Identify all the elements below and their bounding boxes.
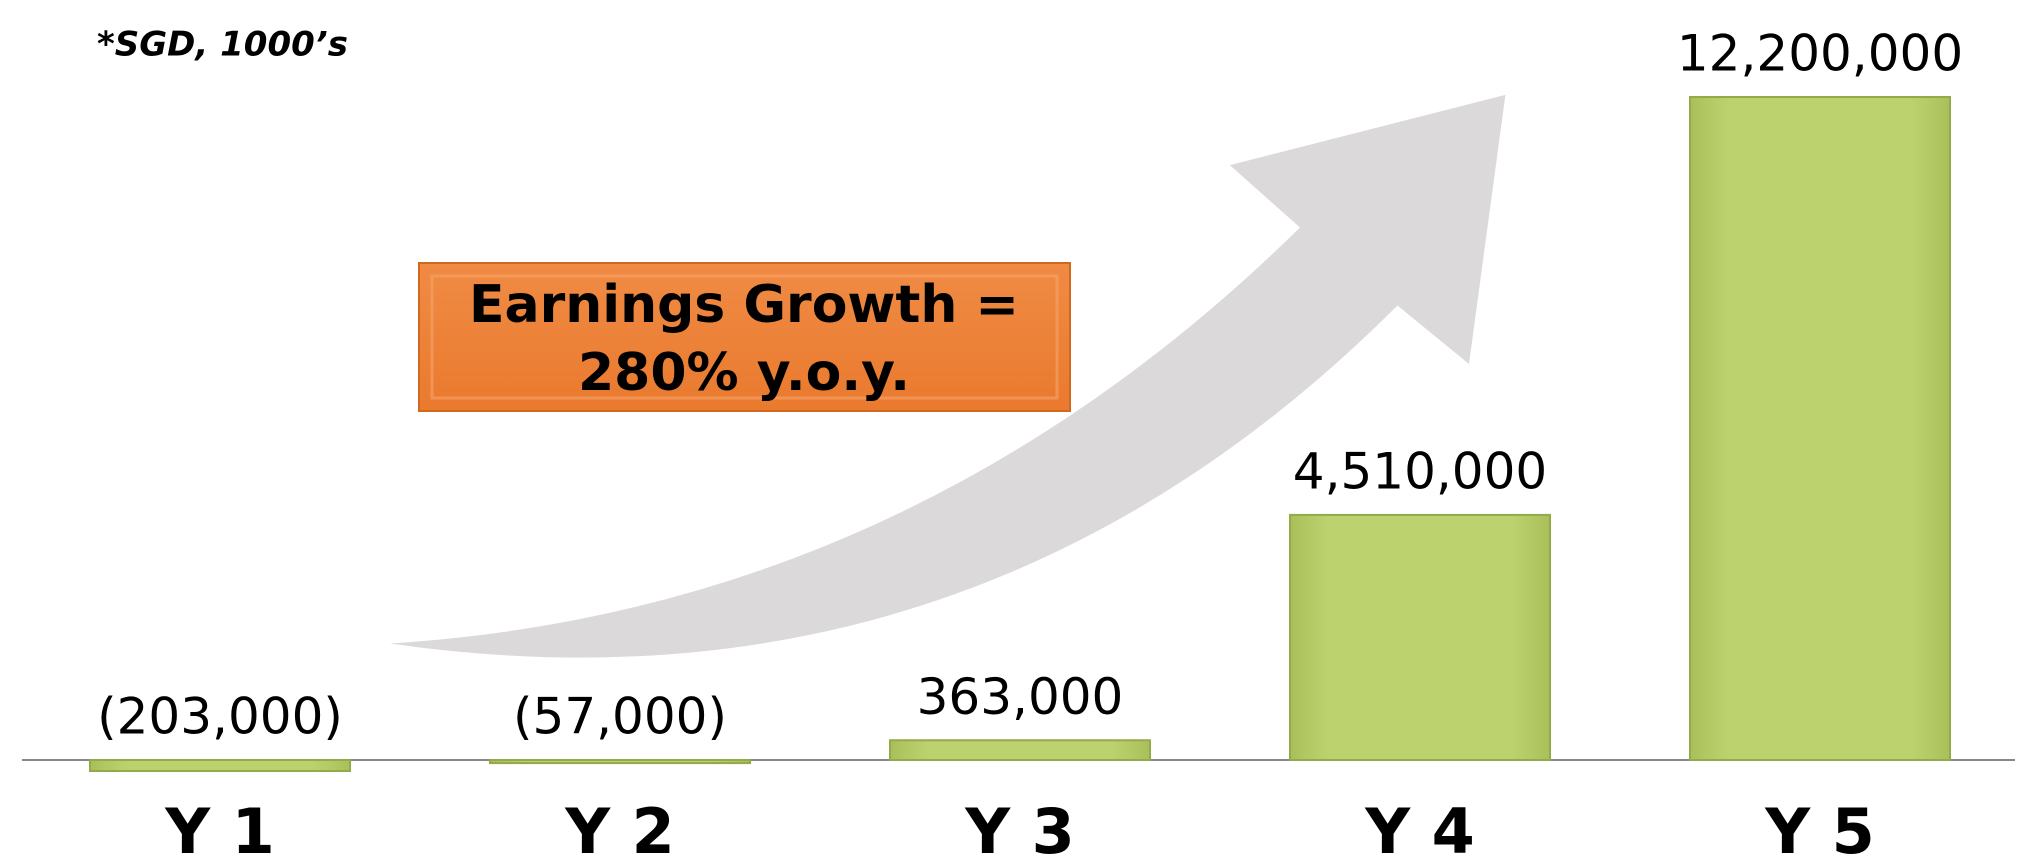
bar (889, 739, 1151, 761)
annotation-box: Earnings Growth = 280% y.o.y. (418, 262, 1071, 412)
x-tick-label: Y 2 (564, 795, 675, 861)
bar (1289, 513, 1551, 761)
annotation-line: Earnings Growth = (469, 275, 1019, 335)
value-label: 4,510,000 (1293, 442, 1547, 500)
x-tick-label: Y 4 (1364, 795, 1475, 861)
annotation-line: 280% y.o.y. (578, 343, 910, 403)
unit-note: *SGD, 1000’s (97, 25, 348, 65)
bar (489, 759, 751, 765)
value-label: 12,200,000 (1677, 25, 1963, 83)
growth-arrow (390, 94, 1506, 658)
x-tick-label: Y 1 (164, 795, 275, 861)
x-tick-label: Y 5 (1764, 795, 1875, 861)
x-tick-label: Y 3 (964, 795, 1075, 861)
bar (89, 759, 351, 773)
value-label: (57,000) (513, 688, 727, 746)
value-label: 363,000 (917, 668, 1124, 726)
bar (1689, 96, 1951, 761)
value-label: (203,000) (97, 688, 343, 746)
